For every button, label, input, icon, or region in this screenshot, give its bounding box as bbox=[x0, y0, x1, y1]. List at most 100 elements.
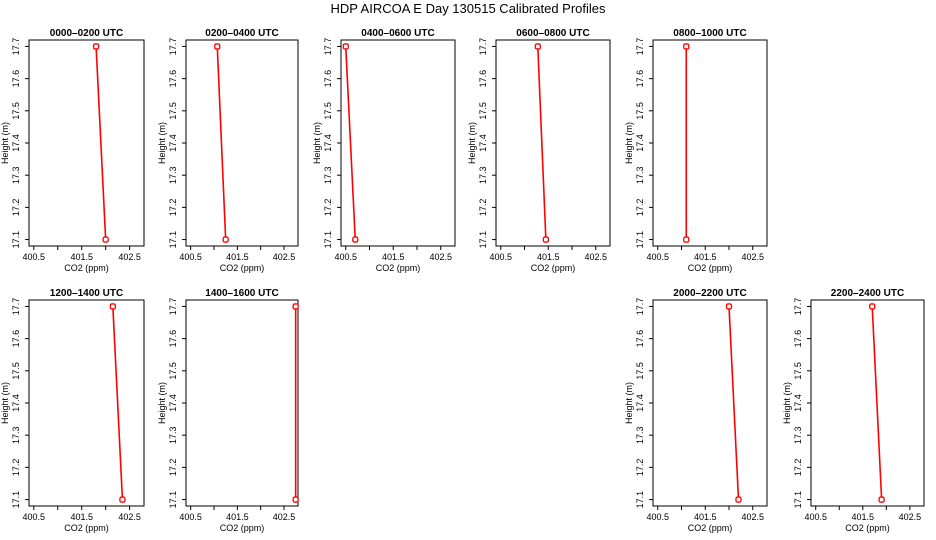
x-axis-label: CO2 (ppm) bbox=[220, 523, 265, 533]
y-axis-label: Height (m) bbox=[157, 122, 167, 164]
y-tick-label: 17.2 bbox=[168, 199, 178, 217]
y-tick-label: 17.7 bbox=[11, 298, 21, 316]
plot-frame bbox=[185, 299, 299, 507]
y-tick-label: 17.3 bbox=[11, 166, 21, 184]
x-tick-label: 400.5 bbox=[179, 512, 202, 522]
y-tick-label: 17.2 bbox=[11, 199, 21, 217]
y-axis-label: Height (m) bbox=[312, 122, 322, 164]
data-point bbox=[869, 303, 876, 310]
x-tick-label: 401.5 bbox=[70, 512, 93, 522]
plot-frame bbox=[185, 39, 299, 247]
y-tick-label: 17.4 bbox=[168, 134, 178, 152]
x-axis-label: CO2 (ppm) bbox=[64, 523, 109, 533]
panel-title: 0400–0600 UTC bbox=[361, 28, 434, 39]
y-tick-label: 17.1 bbox=[478, 231, 488, 249]
y-tick-label: 17.4 bbox=[11, 134, 21, 152]
y-tick-label: 17.4 bbox=[478, 134, 488, 152]
x-axis-label: CO2 (ppm) bbox=[688, 263, 733, 273]
page-title: HDP AIRCOA E Day 130515 Calibrated Profi… bbox=[330, 1, 606, 16]
x-tick-label: 402.5 bbox=[273, 512, 296, 522]
x-tick-label: 402.5 bbox=[273, 252, 296, 262]
y-tick-label: 17.1 bbox=[323, 231, 333, 249]
x-tick-label: 402.5 bbox=[118, 512, 141, 522]
y-tick-label: 17.2 bbox=[478, 199, 488, 217]
y-tick-label: 17.1 bbox=[635, 491, 645, 509]
y-tick-label: 17.7 bbox=[168, 38, 178, 56]
profile-panel: 0000–0200 UTC 400.5 401.5 402.5 17.1 17.2 17.3… bbox=[0, 28, 145, 273]
plot-frame bbox=[28, 39, 145, 247]
x-tick-label: 402.5 bbox=[899, 512, 922, 522]
profile-line bbox=[95, 46, 107, 240]
plot-frame bbox=[810, 299, 925, 507]
y-tick-label: 17.2 bbox=[635, 199, 645, 217]
y-tick-label: 17.6 bbox=[168, 70, 178, 88]
y-axis-label: Height (m) bbox=[0, 122, 10, 164]
y-tick-label: 17.5 bbox=[793, 362, 803, 380]
y-tick-label: 17.2 bbox=[793, 459, 803, 477]
y-tick-label: 17.3 bbox=[168, 166, 178, 184]
x-tick-label: 402.5 bbox=[741, 512, 764, 522]
y-tick-label: 17.7 bbox=[478, 38, 488, 56]
y-tick-label: 17.4 bbox=[323, 134, 333, 152]
y-tick-label: 17.7 bbox=[635, 298, 645, 316]
y-tick-label: 17.4 bbox=[11, 394, 21, 412]
y-tick-label: 17.6 bbox=[168, 330, 178, 348]
y-tick-label: 17.5 bbox=[478, 102, 488, 120]
profile-panel: 2200–2400 UTC 400.5 401.5 402.5 17.1 17.2 17.3… bbox=[782, 288, 925, 533]
y-tick-label: 17.3 bbox=[478, 166, 488, 184]
x-tick-label: 402.5 bbox=[584, 252, 607, 262]
x-tick-label: 401.5 bbox=[852, 512, 875, 522]
panel-title: 2000–2200 UTC bbox=[673, 288, 746, 299]
y-tick-label: 17.1 bbox=[635, 231, 645, 249]
y-axis-label: Height (m) bbox=[624, 122, 634, 164]
y-tick-label: 17.6 bbox=[793, 330, 803, 348]
x-tick-label: 400.5 bbox=[489, 252, 512, 262]
panel-title: 2200–2400 UTC bbox=[831, 288, 904, 299]
profile-line bbox=[871, 306, 883, 500]
y-tick-label: 17.5 bbox=[168, 102, 178, 120]
y-axis-label: Height (m) bbox=[157, 382, 167, 424]
profile-panel: 0800–1000 UTC 400.5 401.5 402.5 17.1 17.2 17.3… bbox=[624, 28, 768, 273]
data-point bbox=[878, 496, 885, 503]
x-tick-label: 400.5 bbox=[804, 512, 827, 522]
y-tick-label: 17.5 bbox=[635, 102, 645, 120]
y-tick-label: 17.5 bbox=[11, 102, 21, 120]
y-tick-label: 17.6 bbox=[11, 330, 21, 348]
profile-panel: 0600–0800 UTC 400.5 401.5 402.5 17.1 17.2 17.3… bbox=[467, 28, 611, 273]
data-point bbox=[725, 303, 733, 310]
data-point bbox=[542, 236, 550, 243]
x-tick-label: 401.5 bbox=[382, 252, 405, 262]
y-tick-label: 17.4 bbox=[168, 394, 178, 412]
x-tick-label: 402.5 bbox=[429, 252, 452, 262]
data-point bbox=[683, 43, 690, 50]
y-tick-label: 17.6 bbox=[323, 70, 333, 88]
data-point bbox=[342, 43, 349, 50]
x-axis-label: CO2 (ppm) bbox=[64, 263, 109, 273]
profile-panel: 1200–1400 UTC 400.5 401.5 402.5 17.1 17.2 17.3… bbox=[0, 288, 145, 533]
plot-frame bbox=[340, 39, 456, 247]
x-tick-label: 400.5 bbox=[23, 512, 46, 522]
y-tick-label: 17.7 bbox=[635, 38, 645, 56]
y-tick-label: 17.7 bbox=[11, 38, 21, 56]
panel-title: 1200–1400 UTC bbox=[50, 288, 123, 299]
data-point bbox=[222, 236, 229, 243]
panel-title: 0600–0800 UTC bbox=[516, 28, 589, 39]
data-point bbox=[534, 43, 541, 50]
data-point bbox=[102, 236, 109, 243]
y-tick-label: 17.2 bbox=[323, 199, 333, 217]
y-tick-label: 17.6 bbox=[478, 70, 488, 88]
x-tick-label: 401.5 bbox=[226, 512, 249, 522]
data-point bbox=[352, 236, 359, 243]
y-tick-label: 17.6 bbox=[11, 70, 21, 88]
y-tick-label: 17.1 bbox=[168, 491, 178, 509]
x-tick-label: 401.5 bbox=[226, 252, 249, 262]
profile-panel: 1400–1600 UTC 400.5 401.5 402.5 17.1 17.2 17.3… bbox=[157, 288, 299, 533]
x-tick-label: 401.5 bbox=[70, 252, 93, 262]
plot-frame bbox=[495, 39, 611, 247]
y-axis-label: Height (m) bbox=[624, 382, 634, 424]
profile-panel: 0200–0400 UTC 400.5 401.5 402.5 17.1 17.2 17.3… bbox=[157, 28, 299, 273]
y-axis-label: Height (m) bbox=[782, 382, 792, 424]
panel-title: 1400–1600 UTC bbox=[205, 288, 278, 299]
panel-title: 0000–0200 UTC bbox=[50, 28, 123, 39]
profile-panel: 0400–0600 UTC 400.5 401.5 402.5 17.1 17.2 17.3… bbox=[312, 28, 456, 273]
